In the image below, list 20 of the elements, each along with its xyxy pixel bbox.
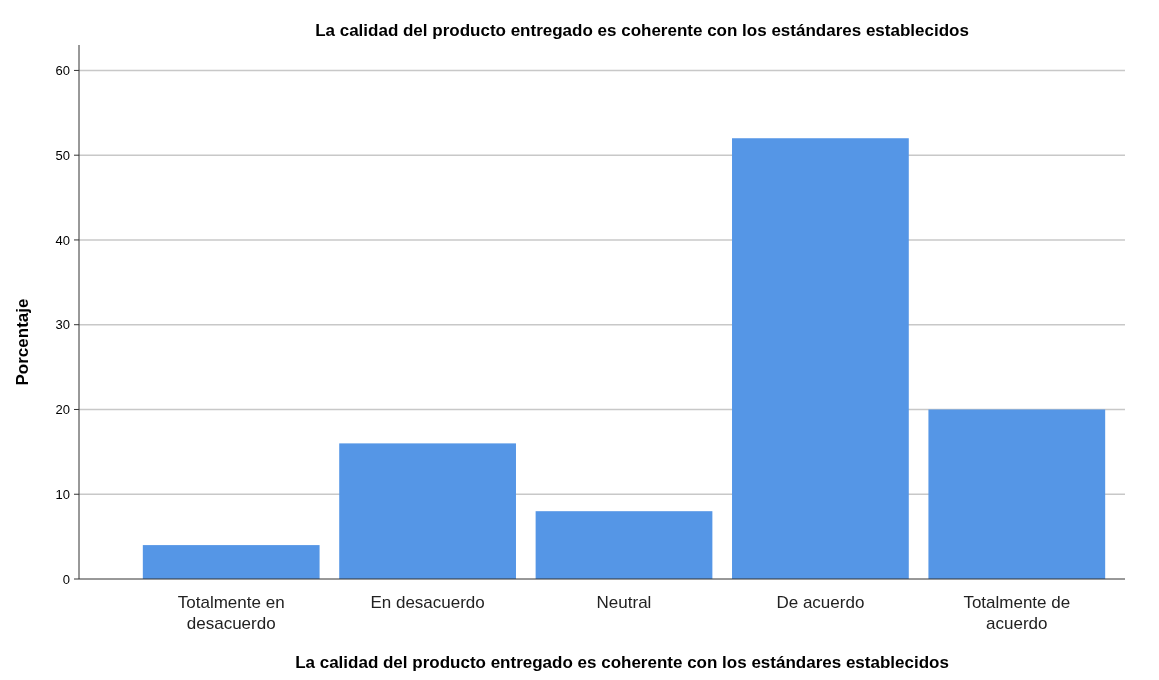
y-axis-title: Porcentaje: [13, 298, 32, 386]
x-tick-label: De acuerdo: [776, 593, 865, 612]
y-tick-label: 0: [62, 571, 70, 587]
bar: [535, 511, 713, 579]
bar: [142, 545, 320, 579]
x-tick-label: Neutral: [596, 593, 652, 612]
y-tick-label: 20: [55, 402, 70, 418]
y-tick-label: 10: [55, 486, 70, 502]
y-tick-label: 30: [55, 317, 70, 333]
bar: [928, 409, 1106, 579]
chart-title: La calidad del producto entregado es coherente con los estándares establecidos: [315, 21, 969, 40]
y-tick-label: 50: [55, 147, 70, 163]
x-axis-title: La calidad del producto entregado es coherente con los estándares establecidos: [295, 653, 949, 672]
bar: [732, 138, 909, 579]
bar: [339, 443, 516, 579]
y-tick-label: 60: [55, 62, 70, 78]
x-tick-label: Totalmente de acuerdo: [963, 593, 1071, 633]
x-tick-label: En desacuerdo: [370, 593, 485, 612]
y-tick-label: 40: [55, 232, 70, 248]
x-tick-label: Totalmente en desacuerdo: [177, 593, 285, 633]
